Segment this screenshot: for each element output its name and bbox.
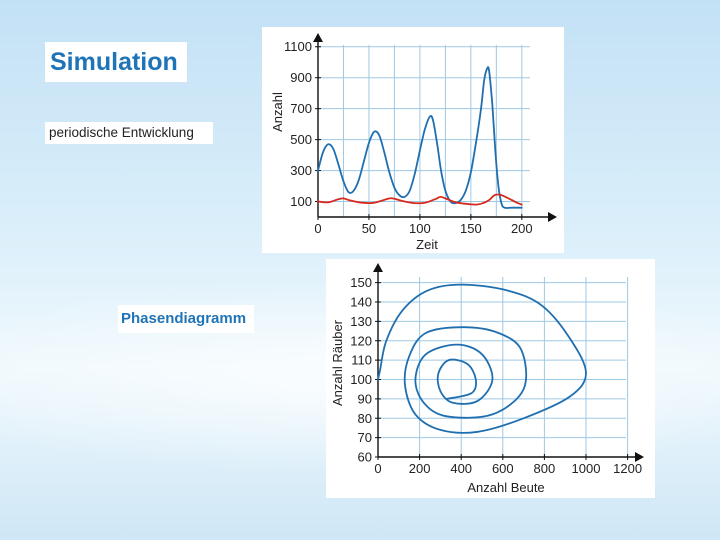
y-tick-label: 120 <box>350 333 372 348</box>
slide-subtitle: periodische Entwicklung <box>45 122 213 144</box>
axes: 0 200 400 600 800 1000 1200 60 70 80 90 100 110 120 13… <box>350 263 644 476</box>
axes: 0 50 100 150 200 100 300 500 700 900 1100 <box>284 33 557 236</box>
x-tick-label: 600 <box>492 461 514 476</box>
y-tick-label: 140 <box>350 295 372 310</box>
series-line-2 <box>317 193 523 206</box>
x-tick-label: 400 <box>450 461 472 476</box>
axis-arrowhead <box>548 212 557 222</box>
y-tick-label: 70 <box>358 430 372 445</box>
y-tick-label: 700 <box>290 101 312 116</box>
series-group <box>377 283 587 434</box>
time-series-svg: 0 50 100 150 200 100 300 500 700 900 1100 Zeit Anzah… <box>270 33 557 252</box>
series-group <box>317 66 523 209</box>
x-axis-label: Zeit <box>416 237 438 252</box>
y-tick-label: 130 <box>350 314 372 329</box>
axis-arrowhead <box>635 452 644 462</box>
x-tick-label: 200 <box>409 461 431 476</box>
x-tick-label: 100 <box>409 221 431 236</box>
x-tick-label: 150 <box>460 221 482 236</box>
y-tick-label: 900 <box>290 70 312 85</box>
x-tick-label: 0 <box>374 461 381 476</box>
y-tick-label: 90 <box>358 391 372 406</box>
y-tick-label: 150 <box>350 275 372 290</box>
y-tick-label: 1100 <box>284 39 312 54</box>
y-axis-label: Anzahl Räuber <box>330 319 345 406</box>
time-series-chart: 0 50 100 150 200 100 300 500 700 900 1100 Zeit Anzah… <box>262 27 564 253</box>
phase-diagram-svg: 0 200 400 600 800 1000 1200 60 70 80 90 100 110 120 13… <box>330 263 644 495</box>
y-tick-label: 100 <box>350 372 372 387</box>
gridlines <box>378 277 629 457</box>
y-axis-label: Anzahl <box>270 92 285 132</box>
x-axis-label: Anzahl Beute <box>467 480 544 495</box>
x-tick-label: 0 <box>314 221 321 236</box>
slide-title: Simulation <box>45 42 187 82</box>
x-tick-label: 50 <box>362 221 376 236</box>
axis-arrowhead <box>373 263 383 272</box>
y-tick-label: 110 <box>351 353 372 368</box>
x-tick-label: 1000 <box>572 461 601 476</box>
x-tick-label: 800 <box>534 461 556 476</box>
y-tick-label: 60 <box>358 450 372 465</box>
y-tick-label: 500 <box>290 132 312 147</box>
x-tick-label: 200 <box>511 221 533 236</box>
axis-arrowhead <box>313 33 323 42</box>
series-line-1 <box>377 283 587 434</box>
phase-diagram-label: Phasendiagramm <box>118 305 254 333</box>
y-tick-label: 100 <box>290 194 312 209</box>
y-tick-label: 300 <box>290 163 312 178</box>
phase-diagram-chart: 0 200 400 600 800 1000 1200 60 70 80 90 100 110 120 13… <box>326 259 655 498</box>
y-tick-label: 80 <box>358 411 372 426</box>
series-line-1 <box>317 66 523 209</box>
x-tick-label: 1200 <box>613 461 642 476</box>
